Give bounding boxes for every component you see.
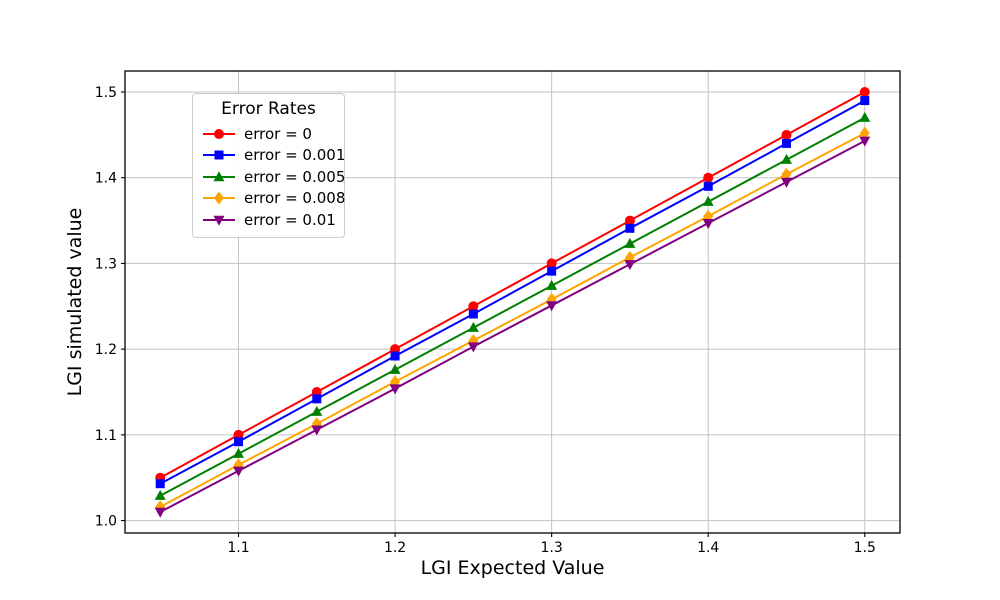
legend-line-sample bbox=[203, 128, 235, 139]
square-marker-icon bbox=[703, 181, 713, 191]
series-markers-1 bbox=[155, 96, 870, 489]
circle-marker-icon bbox=[546, 258, 557, 269]
circle-marker-icon bbox=[703, 172, 714, 183]
x-tick-label: 1.3 bbox=[541, 540, 563, 556]
legend-item-label: error = 0 bbox=[244, 124, 312, 143]
circle-marker-icon bbox=[859, 87, 870, 97]
triangle-up-marker-icon bbox=[546, 279, 558, 290]
diamond-marker-icon bbox=[859, 126, 870, 140]
triangle-up-marker-icon bbox=[233, 447, 245, 458]
triangle-down-marker-icon bbox=[154, 507, 166, 518]
circle-marker-icon bbox=[468, 301, 479, 312]
series-line-2 bbox=[159, 116, 866, 497]
series-line-4 bbox=[159, 139, 866, 513]
x-axis-label: LGI Expected Value bbox=[420, 557, 605, 579]
triangle-down-marker-icon bbox=[213, 215, 225, 226]
legend-title: Error Rates bbox=[221, 99, 316, 119]
x-tick-label: 1.1 bbox=[227, 540, 249, 556]
triangle-down-marker-icon bbox=[624, 260, 636, 271]
legend-line-sample bbox=[203, 170, 235, 181]
diamond-marker-icon bbox=[155, 500, 166, 514]
square-marker-icon bbox=[547, 266, 557, 276]
legend-item-label: error = 0.01 bbox=[244, 210, 336, 229]
legend-item: error = 0.005 bbox=[202, 166, 345, 188]
series-markers-4 bbox=[154, 136, 871, 518]
x-tick-label: 1.2 bbox=[384, 540, 406, 556]
triangle-down-marker-icon bbox=[780, 177, 792, 188]
diamond-marker-icon bbox=[781, 167, 792, 181]
square-marker-icon bbox=[155, 479, 165, 489]
y-axis-label: LGI simulated value bbox=[64, 207, 86, 397]
x-tick-label: 1.5 bbox=[854, 540, 876, 556]
diamond-marker-icon bbox=[214, 191, 224, 205]
square-marker-icon bbox=[214, 150, 224, 160]
legend-item: error = 0 bbox=[202, 123, 335, 145]
circle-marker-icon bbox=[781, 129, 792, 140]
triangle-up-marker-icon bbox=[213, 170, 225, 181]
triangle-up-marker-icon bbox=[154, 489, 166, 500]
triangle-up-marker-icon bbox=[624, 237, 636, 248]
circle-marker-icon bbox=[624, 215, 635, 226]
legend-item-label: error = 0.001 bbox=[244, 146, 346, 165]
legend-items: error = 0 error = 0.001 error = 0.005 error… bbox=[202, 123, 345, 231]
triangle-down-marker-icon bbox=[546, 301, 558, 312]
legend-item: error = 0.01 bbox=[202, 209, 336, 231]
triangle-down-marker-icon bbox=[389, 384, 401, 395]
triangle-down-marker-icon bbox=[311, 425, 323, 436]
legend-line-sample bbox=[203, 150, 235, 160]
legend-item: error = 0.001 bbox=[202, 145, 345, 167]
circle-marker-icon bbox=[214, 128, 224, 139]
y-tick-label: 1.2 bbox=[95, 342, 117, 358]
legend-line-sample bbox=[203, 215, 235, 226]
legend-item-label: error = 0.008 bbox=[244, 189, 346, 208]
series-line-0 bbox=[159, 91, 866, 479]
series-line-3 bbox=[159, 132, 866, 508]
legend-line-sample bbox=[203, 191, 235, 205]
series-markers-2 bbox=[154, 111, 871, 500]
triangle-down-marker-icon bbox=[702, 218, 714, 229]
x-tick-label: 1.4 bbox=[697, 540, 719, 556]
y-tick-label: 1.0 bbox=[95, 514, 117, 530]
triangle-up-marker-icon bbox=[702, 195, 714, 206]
square-marker-icon bbox=[625, 223, 635, 233]
square-marker-icon bbox=[312, 394, 322, 404]
square-marker-icon bbox=[781, 138, 791, 148]
axes-frame bbox=[124, 70, 901, 534]
triangle-down-marker-icon bbox=[467, 342, 479, 353]
legend-item: error = 0.008 bbox=[202, 188, 345, 210]
y-tick-label: 1.1 bbox=[95, 428, 117, 444]
series-line-1 bbox=[159, 99, 866, 485]
square-marker-icon bbox=[860, 96, 870, 106]
y-tick-label: 1.4 bbox=[95, 171, 117, 187]
square-marker-icon bbox=[390, 351, 400, 361]
square-marker-icon bbox=[468, 309, 478, 319]
triangle-down-marker-icon bbox=[233, 466, 245, 477]
y-tick-label: 1.5 bbox=[95, 85, 117, 101]
legend-item-label: error = 0.005 bbox=[244, 167, 346, 186]
triangle-up-marker-icon bbox=[780, 153, 792, 164]
triangle-up-marker-icon bbox=[389, 363, 401, 374]
triangle-down-marker-icon bbox=[859, 136, 871, 147]
legend: Error Rates error = 0 error = 0.001 error … bbox=[192, 93, 345, 238]
triangle-up-marker-icon bbox=[467, 321, 479, 332]
square-marker-icon bbox=[234, 437, 244, 447]
triangle-up-marker-icon bbox=[311, 405, 323, 416]
triangle-up-marker-icon bbox=[859, 111, 871, 122]
y-tick-label: 1.3 bbox=[95, 256, 117, 272]
